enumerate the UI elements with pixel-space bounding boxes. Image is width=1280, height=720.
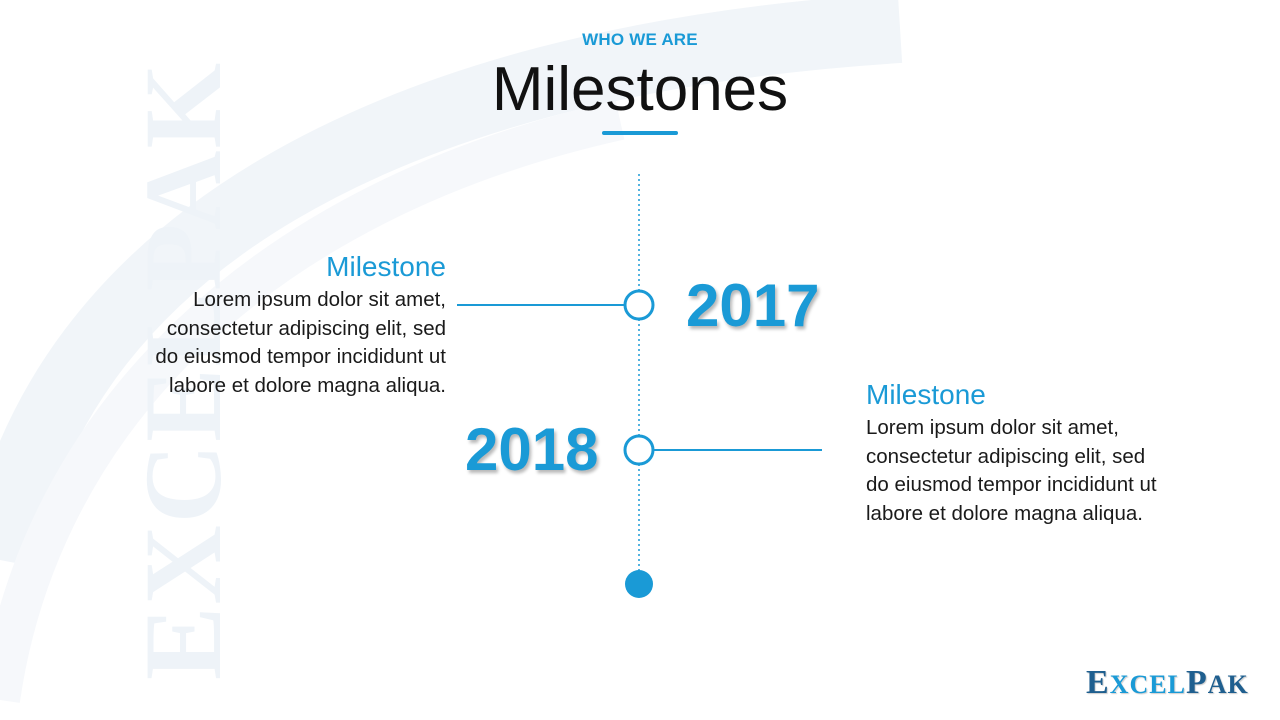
logo-part: P (1185, 664, 1208, 701)
body-line: do eiusmod tempor incididunt ut (155, 345, 446, 368)
timeline-end-dot (625, 570, 653, 598)
logo-part: XCEL (1109, 670, 1186, 699)
body-line: consectetur adipiscing elit, sed (166, 316, 446, 340)
year-2017: 2017 (686, 272, 820, 339)
page-title: Milestones (491, 55, 789, 124)
body-line: consectetur adipiscing elit, sed (866, 444, 1146, 468)
milestone-2018-title: Milestone (866, 379, 986, 410)
logo-part: AK (1207, 670, 1249, 699)
node-2018 (623, 434, 655, 466)
year-2018: 2018 (465, 416, 599, 483)
title-underline (602, 131, 678, 135)
logo-part: E (1086, 664, 1110, 701)
excelpak-logo: EXCELPAK (1086, 664, 1249, 702)
eyebrow-label: WHO WE ARE (582, 30, 698, 49)
milestone-2017-title: Milestone (326, 251, 446, 282)
node-2017 (623, 289, 655, 321)
body-line: do eiusmod tempor incididunt ut (866, 473, 1157, 496)
body-line: labore et dolore magna aliqua. (169, 373, 446, 397)
body-line: Lorem ipsum dolor sit amet, (866, 416, 1119, 439)
milestone-2018-body: Lorem ipsum dolor sit amet, consectetur … (866, 414, 1226, 528)
body-line: labore et dolore magna aliqua. (866, 501, 1143, 525)
body-line: Lorem ipsum dolor sit amet, (193, 288, 446, 311)
milestone-2017-body: Lorem ipsum dolor sit amet, consectetur … (86, 286, 446, 400)
